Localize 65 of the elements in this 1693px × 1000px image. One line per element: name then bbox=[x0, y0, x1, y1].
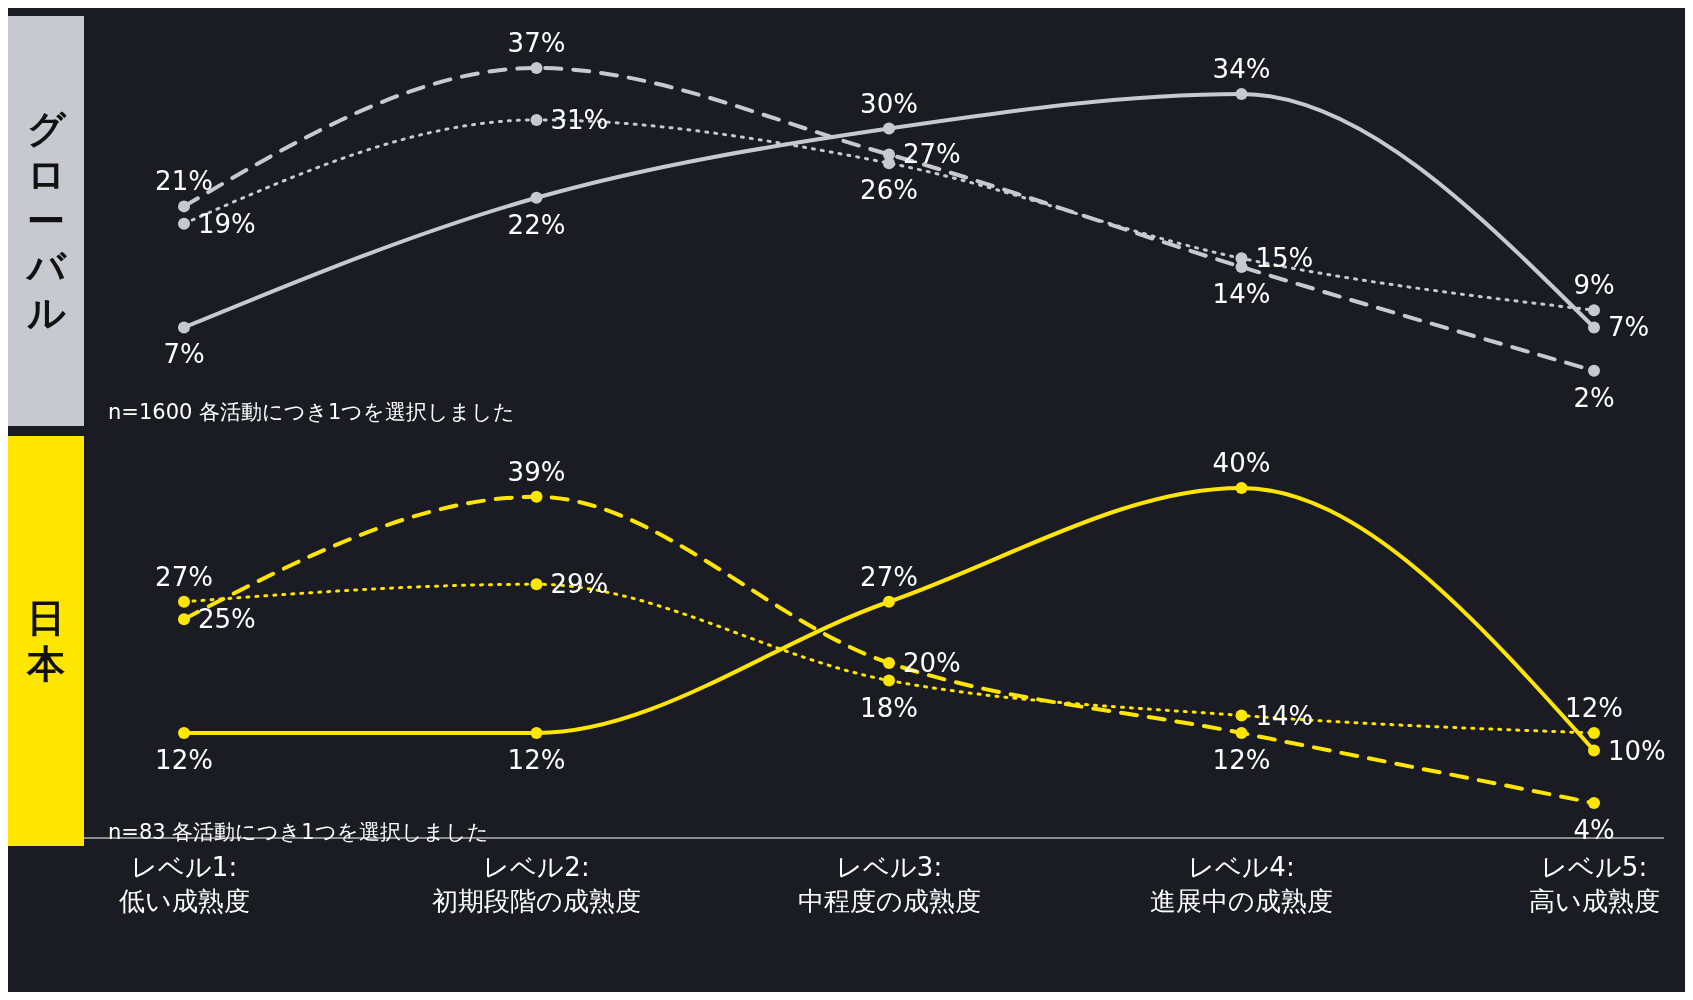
point bbox=[178, 595, 190, 608]
point bbox=[530, 113, 543, 126]
point bbox=[530, 62, 543, 74]
text: n=83 各活動につき1つを選択しました bbox=[108, 819, 489, 846]
data-label: 9% bbox=[1573, 270, 1615, 301]
point bbox=[178, 217, 190, 230]
x-tick-label: レベル4: 進展中の成熟度 bbox=[1150, 852, 1333, 916]
point bbox=[1588, 304, 1600, 317]
point bbox=[883, 595, 895, 608]
point bbox=[883, 657, 895, 669]
point bbox=[178, 200, 190, 213]
data-label: 29% bbox=[550, 569, 609, 600]
point bbox=[1588, 744, 1600, 757]
point bbox=[530, 490, 543, 503]
text: n=1600 各活動につき1つを選択しました bbox=[108, 399, 516, 426]
data-label: 27% bbox=[860, 561, 918, 592]
data-label: 34% bbox=[1212, 53, 1271, 84]
data-label: 10% bbox=[1608, 735, 1666, 766]
data-label: 12% bbox=[507, 745, 566, 775]
data-label: 31% bbox=[550, 104, 609, 135]
point bbox=[178, 321, 190, 334]
point bbox=[530, 578, 543, 591]
point bbox=[530, 727, 543, 739]
data-label: 14% bbox=[1255, 700, 1314, 731]
data-label: 4% bbox=[1573, 815, 1615, 845]
text: 日本 bbox=[27, 595, 65, 687]
data-label: 12% bbox=[155, 745, 213, 775]
point bbox=[1235, 482, 1248, 494]
data-label: 18% bbox=[860, 692, 918, 723]
data-label: 40% bbox=[1212, 448, 1271, 478]
data-label: 12% bbox=[1565, 693, 1623, 723]
data-label: 7% bbox=[163, 339, 205, 370]
x-tick-label: レベル2: 初期段階の成熟度 bbox=[432, 852, 641, 916]
point bbox=[178, 727, 190, 739]
x-tick-label: レベル5: 高い成熟度 bbox=[1528, 852, 1660, 916]
data-label: 39% bbox=[507, 456, 566, 487]
data-label: 22% bbox=[507, 209, 566, 240]
text: グローバル bbox=[26, 106, 66, 336]
data-label: 21% bbox=[155, 166, 213, 197]
point bbox=[1588, 321, 1600, 334]
x-tick-label: レベル1: 低い成熟度 bbox=[118, 852, 250, 916]
point bbox=[1235, 727, 1248, 739]
point bbox=[178, 613, 190, 626]
data-label: 2% bbox=[1573, 382, 1615, 413]
point bbox=[883, 122, 895, 135]
point bbox=[1588, 364, 1600, 377]
data-label: 15% bbox=[1255, 243, 1314, 274]
x-tick-label: レベル3: 中程度の成熟度 bbox=[797, 852, 981, 916]
data-label: 37% bbox=[507, 28, 566, 58]
point bbox=[883, 674, 895, 687]
data-label: 19% bbox=[198, 208, 256, 239]
data-label: 12% bbox=[1212, 745, 1271, 775]
point bbox=[1235, 709, 1248, 722]
data-label: 27% bbox=[155, 561, 213, 592]
data-label: 26% bbox=[860, 175, 918, 206]
data-label: 30% bbox=[860, 88, 918, 119]
point bbox=[530, 191, 543, 204]
data-label: 20% bbox=[903, 648, 961, 678]
point bbox=[1588, 727, 1600, 739]
data-label: 14% bbox=[1212, 278, 1271, 309]
data-label: 7% bbox=[1608, 312, 1650, 343]
point bbox=[1235, 87, 1248, 100]
point bbox=[1588, 797, 1600, 809]
data-label: 27% bbox=[903, 139, 961, 170]
data-label: 25% bbox=[198, 604, 256, 635]
